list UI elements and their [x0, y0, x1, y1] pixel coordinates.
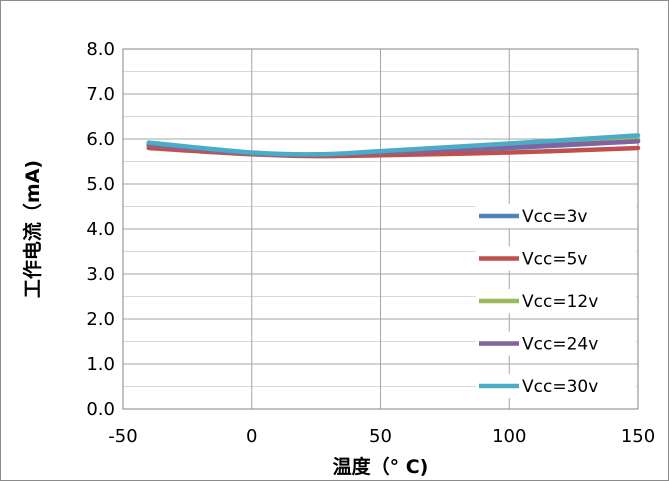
- y-tick-label: 6.0: [86, 129, 115, 150]
- x-tick-label: 150: [621, 426, 655, 447]
- y-tick-label: 5.0: [86, 174, 115, 195]
- y-tick-label: 7.0: [86, 84, 115, 105]
- x-tick-label: 50: [369, 426, 392, 447]
- y-tick-label: 8.0: [86, 39, 115, 60]
- y-tick-label: 3.0: [86, 264, 115, 285]
- legend: Vcc=3v Vcc=5v Vcc=12v Vcc=24v Vcc=30v: [476, 204, 636, 398]
- y-tick-label: 4.0: [86, 219, 115, 240]
- legend-label: Vcc=30v: [522, 377, 598, 397]
- y-tick-label: 2.0: [86, 309, 115, 330]
- y-tick-label: 0.0: [86, 399, 115, 420]
- legend-label: Vcc=24v: [522, 335, 598, 355]
- x-tick-label: -50: [108, 426, 137, 447]
- series-lines: [146, 133, 641, 159]
- y-tick-label: 1.0: [86, 354, 115, 375]
- legend-label: Vcc=5v: [522, 250, 587, 270]
- plot-area-border: [122, 48, 639, 410]
- legend-label: Vcc=12v: [522, 292, 598, 312]
- x-tick-label: 0: [246, 426, 257, 447]
- x-axis-title: 温度（° C): [333, 455, 429, 478]
- legend-label: Vcc=3v: [522, 207, 587, 227]
- series-line-vcc-30v: [146, 133, 641, 157]
- x-tick-label: 100: [492, 426, 526, 447]
- tick-labels: 0.0 1.0 2.0 3.0 4.0 5.0 6.0 7.0 8.0 -50 0 50 100 150: [86, 39, 655, 447]
- y-axis-title: 工作电流（mA): [21, 160, 44, 298]
